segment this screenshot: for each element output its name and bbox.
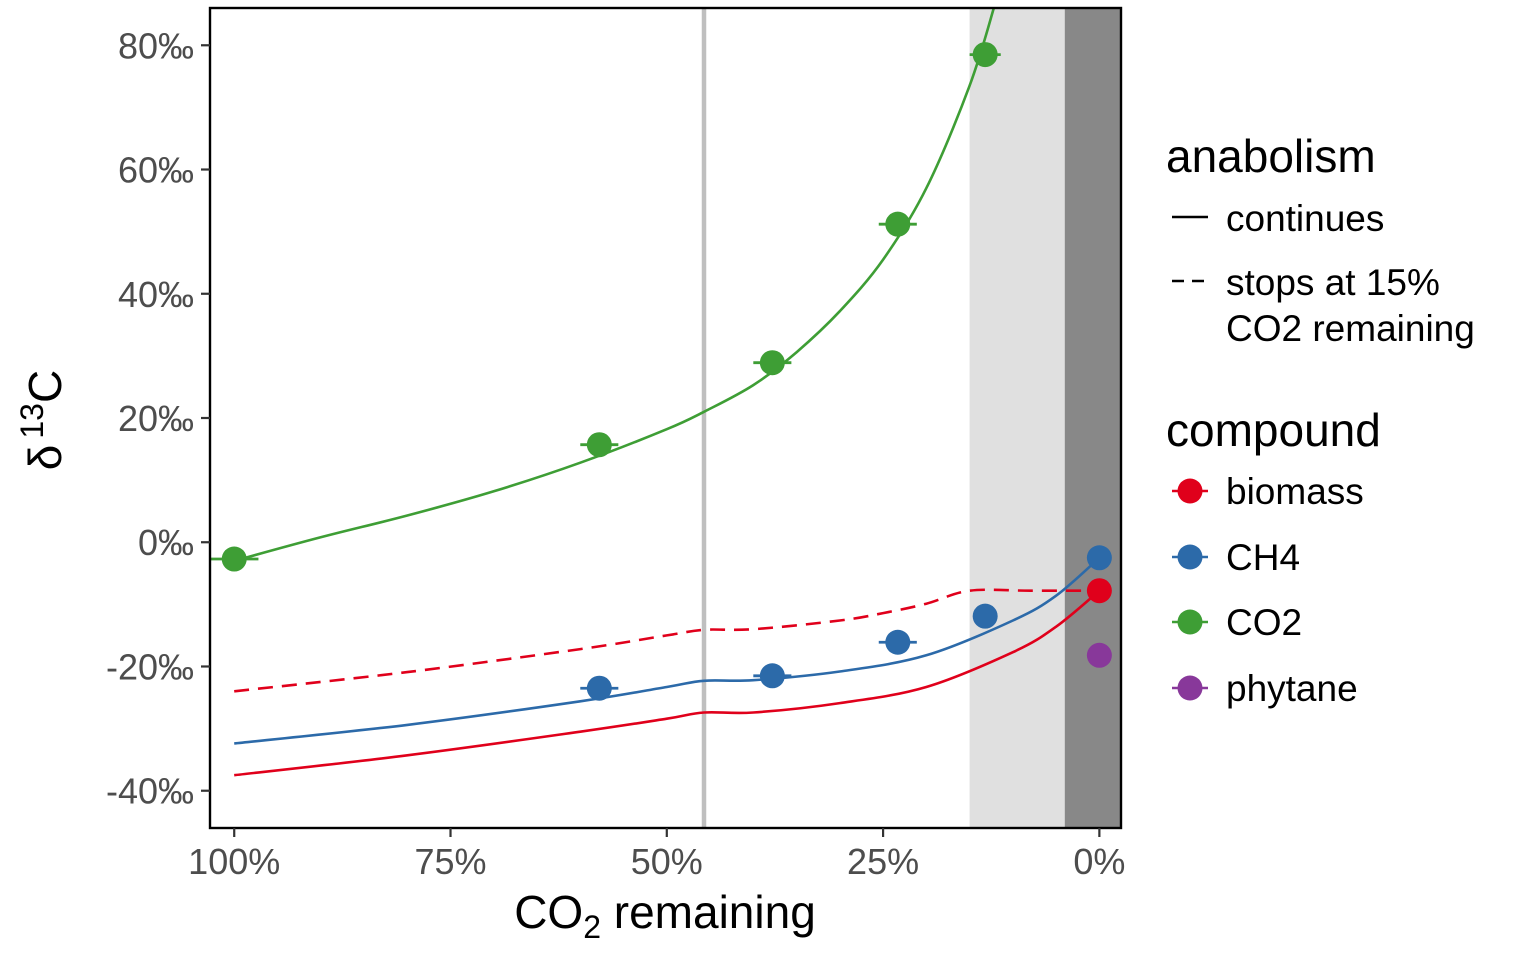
legend-compound-items: biomass CH4 CO2 phytane bbox=[1172, 471, 1364, 709]
curve-biomass-continues bbox=[234, 589, 1101, 777]
legend-key-point-ch4 bbox=[1177, 544, 1203, 570]
y-tick-label: -40‰ bbox=[106, 771, 194, 812]
point-co2-2 bbox=[759, 350, 785, 376]
x-tick-label: 75% bbox=[414, 841, 486, 882]
shaded-region-1 bbox=[1064, 8, 1121, 828]
y-tick-label: 0‰ bbox=[138, 522, 194, 563]
curve-co2-continues bbox=[233, 8, 996, 563]
x-axis-title-subscript: 2 bbox=[583, 909, 601, 945]
point-biomass-10 bbox=[1086, 578, 1112, 604]
legend-anabolism-items: continues stops at 15% CO2 remaining bbox=[1172, 198, 1475, 349]
legend: anabolism continues stops at 15% CO2 remai… bbox=[1166, 130, 1475, 709]
curve-biomass-stops bbox=[234, 588, 1100, 693]
curve-ch4-continues bbox=[234, 556, 1101, 745]
legend-title-anabolism: anabolism bbox=[1166, 130, 1376, 182]
y-axis-title-delta: δ bbox=[19, 445, 71, 471]
y-tick-label: 80‰ bbox=[118, 25, 194, 66]
point-ch4-8 bbox=[972, 603, 998, 629]
point-ch4-5 bbox=[586, 675, 612, 701]
legend-label-anabolism: continues bbox=[1226, 198, 1384, 239]
legend-label-ch4: CH4 bbox=[1226, 537, 1300, 578]
model-curves bbox=[233, 8, 1101, 777]
y-tick-label: 40‰ bbox=[118, 274, 194, 315]
x-axis-title-main: CO bbox=[514, 886, 583, 938]
shaded-regions bbox=[969, 8, 1121, 828]
x-axis: 100% 75% 50% 25% 0% bbox=[188, 828, 1125, 882]
point-ch4-7 bbox=[885, 629, 911, 655]
legend-title-compound: compound bbox=[1166, 404, 1381, 456]
point-co2-0 bbox=[221, 546, 247, 572]
x-tick-label: 25% bbox=[847, 841, 919, 882]
point-co2-4 bbox=[972, 42, 998, 68]
y-axis-title-superscript: 13 bbox=[14, 403, 50, 439]
point-phytane-11 bbox=[1086, 642, 1112, 668]
x-tick-label: 50% bbox=[631, 841, 703, 882]
point-co2-3 bbox=[885, 211, 911, 237]
y-axis: 80‰ 60‰ 40‰ 20‰ 0‰ -20‰ -40‰ bbox=[106, 25, 210, 812]
data-points bbox=[210, 42, 1112, 701]
legend-label-anabolism: CO2 remaining bbox=[1226, 308, 1475, 349]
legend-label-anabolism: stops at 15% bbox=[1226, 262, 1440, 303]
legend-key-point-biomass bbox=[1177, 478, 1203, 504]
y-tick-label: 20‰ bbox=[118, 398, 194, 439]
y-tick-label: 60‰ bbox=[118, 150, 194, 191]
y-axis-title-c: C bbox=[19, 370, 71, 403]
x-axis-title: CO2 remaining bbox=[514, 886, 816, 945]
y-tick-label: -20‰ bbox=[106, 646, 194, 687]
legend-label-biomass: biomass bbox=[1226, 471, 1364, 512]
legend-key-point-co2 bbox=[1177, 609, 1203, 635]
y-axis-title: δ 13C bbox=[14, 370, 71, 470]
legend-label-phytane: phytane bbox=[1226, 668, 1358, 709]
legend-key-point-phytane bbox=[1177, 675, 1203, 701]
plot-background bbox=[210, 8, 1121, 828]
x-axis-title-rest: remaining bbox=[601, 886, 816, 938]
x-tick-label: 100% bbox=[188, 841, 280, 882]
point-co2-1 bbox=[586, 432, 612, 458]
point-ch4-9 bbox=[1086, 545, 1112, 571]
shaded-region-0 bbox=[969, 8, 1065, 828]
point-ch4-6 bbox=[759, 663, 785, 689]
x-tick-label: 0% bbox=[1073, 841, 1125, 882]
legend-label-co2: CO2 bbox=[1226, 602, 1302, 643]
